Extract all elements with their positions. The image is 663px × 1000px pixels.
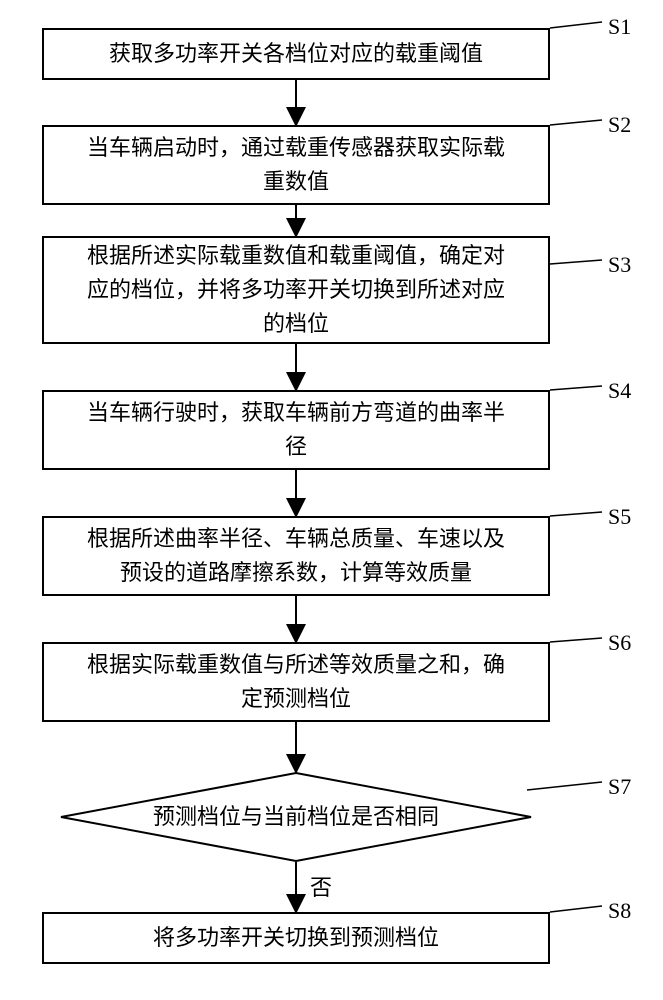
leader-line (550, 260, 602, 264)
step-label-s8: S8 (608, 898, 631, 924)
leader-line (550, 386, 602, 390)
leader-line (550, 120, 602, 125)
step-label-s3: S3 (608, 252, 631, 278)
step-label-s4: S4 (608, 378, 631, 404)
node-text: 根据所述实际载重数值和载重阈值，确定对应的档位，并将多功率开关切换到所述对应的档… (87, 239, 505, 341)
step-label-s7: S7 (608, 774, 631, 800)
step-label-s6: S6 (608, 630, 631, 656)
flow-node-n2: 当车辆启动时，通过载重传感器获取实际载重数值 (42, 125, 550, 205)
leader-line (527, 782, 602, 790)
leader-line (550, 22, 602, 28)
node-text: 当车辆启动时，通过载重传感器获取实际载重数值 (87, 131, 505, 199)
flow-node-n8: 将多功率开关切换到预测档位 (42, 912, 550, 964)
flow-node-n5: 根据所述曲率半径、车辆总质量、车速以及预设的道路摩擦系数，计算等效质量 (42, 516, 550, 596)
edge-label: 否 (310, 870, 332, 902)
node-text: 根据实际载重数值与所述等效质量之和，确定预测档位 (87, 648, 505, 716)
step-label-s1: S1 (608, 14, 631, 40)
leader-line (550, 512, 602, 516)
leader-line (550, 638, 602, 642)
node-text: 当车辆行驶时，获取车辆前方弯道的曲率半径 (87, 396, 505, 464)
flow-decision-n7: 预测档位与当前档位是否相同 (60, 772, 532, 862)
flow-node-n4: 当车辆行驶时，获取车辆前方弯道的曲率半径 (42, 390, 550, 470)
step-label-s5: S5 (608, 504, 631, 530)
flow-node-n1: 获取多功率开关各档位对应的载重阈值 (42, 28, 550, 80)
node-text: 预测档位与当前档位是否相同 (60, 772, 532, 862)
node-text: 根据所述曲率半径、车辆总质量、车速以及预设的道路摩擦系数，计算等效质量 (87, 522, 505, 590)
leader-line (550, 906, 602, 912)
flow-node-n6: 根据实际载重数值与所述等效质量之和，确定预测档位 (42, 642, 550, 722)
flow-node-n3: 根据所述实际载重数值和载重阈值，确定对应的档位，并将多功率开关切换到所述对应的档… (42, 236, 550, 344)
step-label-s2: S2 (608, 112, 631, 138)
node-text: 获取多功率开关各档位对应的载重阈值 (109, 37, 483, 71)
node-text: 将多功率开关切换到预测档位 (153, 921, 439, 955)
